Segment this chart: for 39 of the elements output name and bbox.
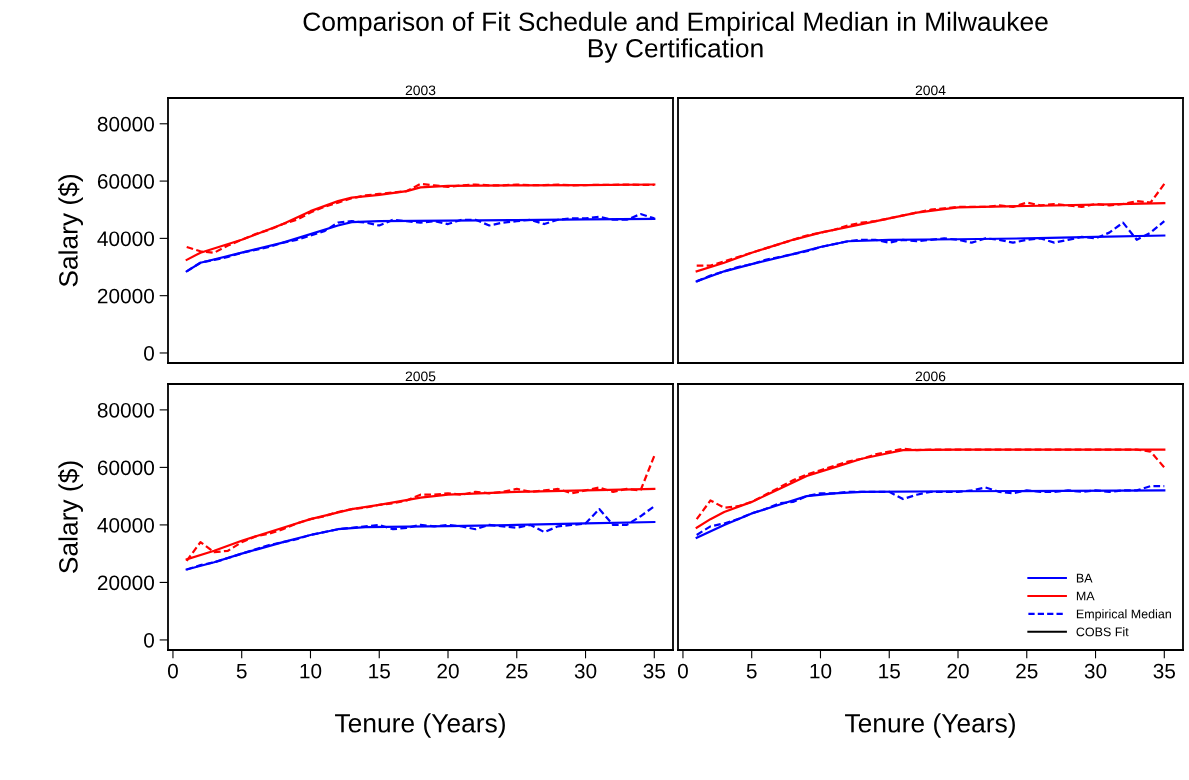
- y-axis-title: Salary ($): [57, 174, 83, 287]
- y-tick-label: 40000: [97, 231, 154, 247]
- x-tick-label: 10: [300, 663, 322, 679]
- x-tick-label: 25: [506, 663, 528, 679]
- x-tick-label: 0: [677, 663, 688, 679]
- y-tick-label: 60000: [97, 460, 154, 476]
- x-tick-label: 35: [1153, 663, 1176, 679]
- chart-subtitle: 2004: [915, 85, 946, 96]
- annotation: COBS Fit: [1076, 627, 1129, 637]
- x-axis-title: Tenure (Years): [335, 713, 505, 738]
- y-tick-label: 0: [144, 632, 154, 648]
- legend-label: MA: [1076, 591, 1095, 601]
- y-tick-label: 40000: [97, 517, 154, 533]
- chart-subtitle: 2005: [405, 371, 436, 382]
- chart-subtitle: 2003: [405, 85, 436, 96]
- x-tick-label: 5: [236, 663, 247, 679]
- x-tick-label: 20: [437, 663, 459, 679]
- x-tick-label: 15: [369, 663, 390, 679]
- x-tick-label: 0: [167, 663, 178, 679]
- x-tick-label: 15: [879, 663, 900, 679]
- y-tick-label: 20000: [97, 575, 154, 591]
- x-tick-label: 30: [574, 663, 597, 679]
- x-tick-label: 10: [810, 663, 832, 679]
- x-tick-label: 30: [1084, 663, 1107, 679]
- y-tick-label: 0: [144, 345, 154, 361]
- x-tick-label: 5: [746, 663, 757, 679]
- y-tick-label: 80000: [97, 402, 154, 418]
- x-tick-label: 25: [1016, 663, 1038, 679]
- chart-subtitle: 2006: [915, 371, 946, 382]
- legend-label: BA: [1076, 573, 1093, 583]
- x-tick-label: 35: [643, 663, 666, 679]
- chart-title: Comparison of Fit Schedule and Empirical Median in Milwaukee By Certification: [303, 11, 1048, 63]
- x-axis-title: Tenure (Years): [845, 713, 1015, 738]
- y-axis-title: Salary ($): [57, 461, 83, 573]
- y-tick-label: 20000: [97, 288, 154, 304]
- y-tick-label: 60000: [97, 174, 154, 189]
- y-tick-label: 80000: [97, 116, 154, 132]
- legend-label: Empirical Median: [1076, 609, 1171, 621]
- x-tick-label: 20: [947, 663, 969, 679]
